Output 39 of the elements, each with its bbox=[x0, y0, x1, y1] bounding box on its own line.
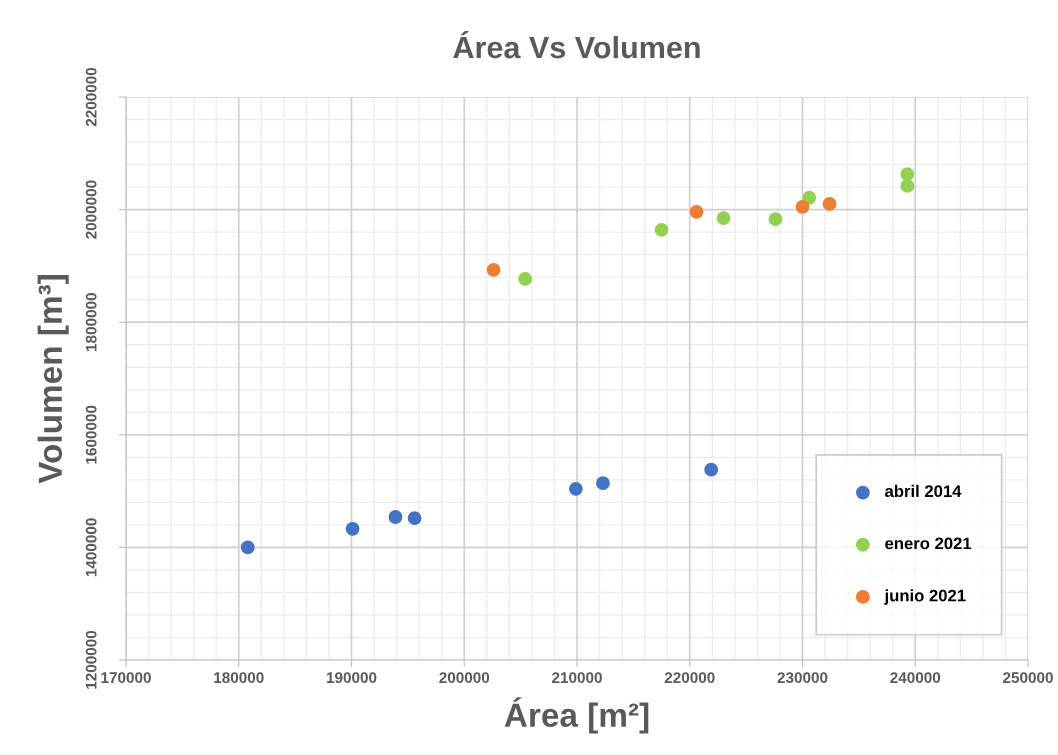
y-tick-label: 1600000 bbox=[85, 405, 97, 464]
legend-label: enero 2021 bbox=[885, 537, 972, 550]
point bbox=[704, 462, 719, 477]
x-tick-label: 190000 bbox=[326, 672, 377, 684]
point bbox=[900, 167, 915, 182]
x-tick-label: 230000 bbox=[777, 672, 828, 684]
point bbox=[486, 262, 501, 277]
point bbox=[768, 212, 783, 227]
point bbox=[822, 197, 837, 211]
point bbox=[802, 190, 817, 205]
point bbox=[518, 271, 533, 286]
y-tick-label: 2200000 bbox=[85, 67, 97, 127]
x-axis-title: Área [m²] bbox=[504, 697, 649, 734]
point bbox=[345, 521, 360, 536]
point bbox=[900, 179, 915, 193]
point bbox=[654, 222, 669, 237]
y-axis-title: Volumen [m³] bbox=[37, 275, 69, 484]
point bbox=[596, 476, 610, 491]
x-tick-label: 240000 bbox=[890, 672, 941, 684]
y-tick-label: 1800000 bbox=[85, 293, 97, 351]
legend-label: abril 2014 bbox=[885, 484, 962, 498]
y-tick-label: 1400000 bbox=[85, 518, 97, 577]
point bbox=[240, 540, 255, 555]
point bbox=[795, 199, 810, 214]
y-tick-label: 2000000 bbox=[85, 180, 97, 239]
point bbox=[716, 211, 731, 225]
legend-label: junio 2021 bbox=[884, 589, 966, 605]
x-tick-label: 170000 bbox=[101, 672, 151, 684]
x-tick-label: 220000 bbox=[664, 672, 715, 684]
y-tick-label: 1200000 bbox=[85, 630, 97, 689]
x-tick-label: 180000 bbox=[214, 672, 264, 684]
point bbox=[568, 481, 583, 496]
point bbox=[388, 510, 403, 524]
point bbox=[407, 511, 422, 526]
x-tick-label: 200000 bbox=[439, 672, 490, 684]
chart-title: Área Vs Volumen bbox=[453, 31, 700, 59]
point bbox=[689, 204, 704, 219]
x-tick-label: 210000 bbox=[552, 672, 602, 684]
x-tick-label: 250000 bbox=[1003, 672, 1053, 684]
